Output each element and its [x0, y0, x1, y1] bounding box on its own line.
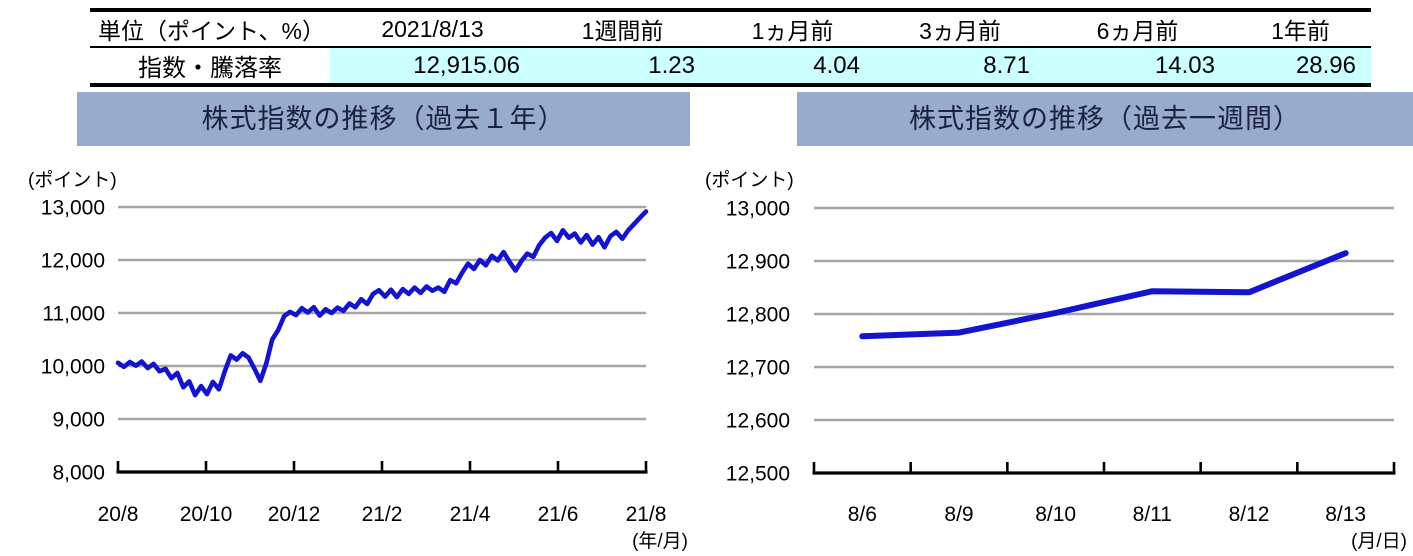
x-tick-label: 20/10: [180, 503, 233, 526]
y-tick-label: 13,000: [726, 198, 790, 221]
one-year-change-cell: 28.96: [1230, 47, 1371, 85]
six-month-header-cell: 6ヵ月前: [1045, 10, 1230, 48]
y-unit-label: (ポイント): [705, 169, 794, 191]
unit-header-cell: 単位（ポイント、%）: [90, 10, 330, 48]
x-tick-label: 8/9: [944, 503, 973, 526]
y-tick-label: 12,800: [726, 304, 790, 327]
weekly-line-chart: 13,000 12,900 12,800 12,700 12,600 12,500 8/6 8…: [705, 169, 1407, 552]
x-unit-label: (月/日): [1351, 531, 1407, 552]
table-value-row: 指数・騰落率 12,915.06 1.23 4.04 8.71 14.03 28…: [90, 47, 1371, 85]
date-header-cell: 2021/8/13: [330, 10, 535, 48]
y-tick-label: 12,600: [726, 410, 790, 433]
x-unit-label: (年/月): [632, 530, 688, 552]
y-tick-label: 12,500: [726, 463, 790, 486]
x-tick-label: 8/11: [1133, 503, 1172, 526]
one-week-change-cell: 1.23: [535, 47, 710, 85]
one-month-change-cell: 4.04: [710, 47, 875, 85]
y-tick-label: 12,700: [726, 357, 790, 380]
x-tick-label: 21/8: [626, 503, 667, 526]
x-tick-label: 21/6: [538, 503, 579, 526]
one-month-header-cell: 1ヵ月前: [710, 10, 875, 48]
three-month-change-cell: 8.71: [875, 47, 1045, 85]
x-tick-label: 8/13: [1325, 503, 1366, 526]
x-tick-label: 20/12: [268, 503, 321, 526]
row-label-cell: 指数・騰落率: [90, 47, 330, 85]
x-tick-label: 8/10: [1035, 503, 1076, 526]
index-line-series: [115, 209, 649, 398]
six-month-change-cell: 14.03: [1045, 47, 1230, 85]
y-tick-label: 13,000: [41, 197, 105, 220]
one-week-header-cell: 1週間前: [535, 10, 710, 48]
x-tick-label: 8/6: [848, 503, 877, 526]
y-tick-label: 8,000: [52, 462, 105, 485]
weekly-chart-title: 株式指数の推移（過去一週間）: [797, 92, 1413, 146]
three-month-header-cell: 3ヵ月前: [875, 10, 1045, 48]
index-level-cell: 12,915.06: [330, 47, 535, 85]
x-tick-label: 20/8: [98, 503, 139, 526]
yearly-line-chart: 13,000 12,000 11,000 10,000 9,000 8,000 20/8 20…: [28, 169, 688, 552]
y-unit-label: (ポイント): [28, 169, 117, 191]
x-tick-label: 8/12: [1229, 503, 1270, 526]
index-summary-table: 単位（ポイント、%） 2021/8/13 1週間前 1ヵ月前 3ヵ月前 6ヵ月前…: [90, 8, 1371, 87]
y-tick-label: 12,000: [41, 250, 105, 273]
x-tick-label: 21/4: [450, 503, 491, 526]
table-header-row: 単位（ポイント、%） 2021/8/13 1週間前 1ヵ月前 3ヵ月前 6ヵ月前…: [90, 10, 1371, 48]
one-year-header-cell: 1年前: [1230, 10, 1371, 48]
index-line-series: [859, 250, 1349, 340]
y-tick-label: 11,000: [42, 303, 105, 326]
yearly-chart-title: 株式指数の推移（過去１年）: [77, 92, 690, 146]
y-tick-label: 10,000: [41, 356, 105, 379]
x-tick-label: 21/2: [362, 503, 403, 526]
y-tick-label: 12,900: [726, 251, 790, 274]
y-tick-label: 9,000: [52, 409, 105, 432]
